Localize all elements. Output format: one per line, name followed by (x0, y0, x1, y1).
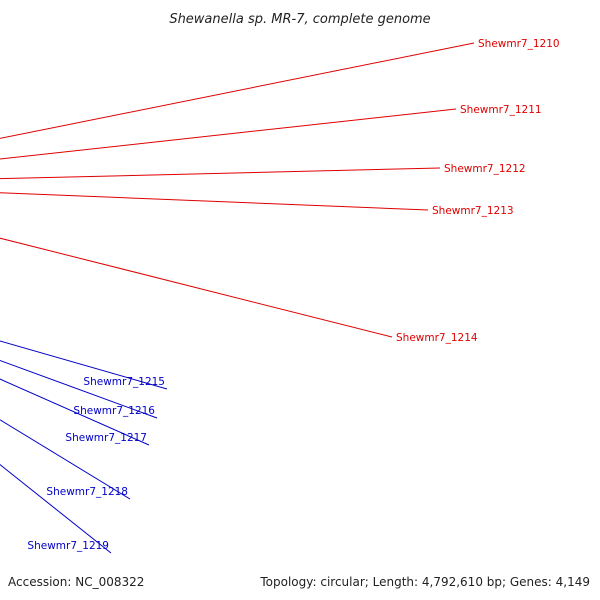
gene-label-layer: Shewmr7_1210 Shewmr7_1211 Shewmr7_1212 Shew… (0, 38, 560, 554)
gene-label-leader (0, 42, 475, 139)
gene-label: Shewmr7_1216 (73, 405, 155, 417)
gene-label: Shewmr7_1212 (444, 163, 526, 175)
gene-label: Shewmr7_1217 (65, 432, 147, 444)
map-title: Shewanella sp. MR-7, complete genome (169, 12, 430, 27)
topology-label: Topology: circular; Length: 4,792,610 bp… (259, 575, 590, 589)
gene-label-leader (0, 419, 131, 500)
gene-label: Shewmr7_1213 (432, 205, 514, 217)
gene-label: Shewmr7_1215 (83, 376, 165, 388)
gene-label-leader (0, 359, 158, 419)
gene-label-leader (0, 192, 429, 211)
gene-label-leader (0, 340, 168, 390)
gene-label-leader (0, 167, 441, 180)
gene-label-leader (0, 464, 112, 554)
gene-label: Shewmr7_1211 (460, 104, 542, 116)
accession-label: Accession: NC_008322 (8, 575, 144, 589)
gene-label-leader (0, 378, 150, 446)
gene-label-leader (0, 237, 393, 338)
gene-label: Shewmr7_1218 (46, 486, 128, 498)
gene-label: Shewmr7_1214 (396, 332, 478, 344)
gene-label: Shewmr7_1219 (27, 540, 109, 552)
gene-label-leader (0, 108, 457, 160)
gene-label: Shewmr7_1210 (478, 38, 560, 50)
